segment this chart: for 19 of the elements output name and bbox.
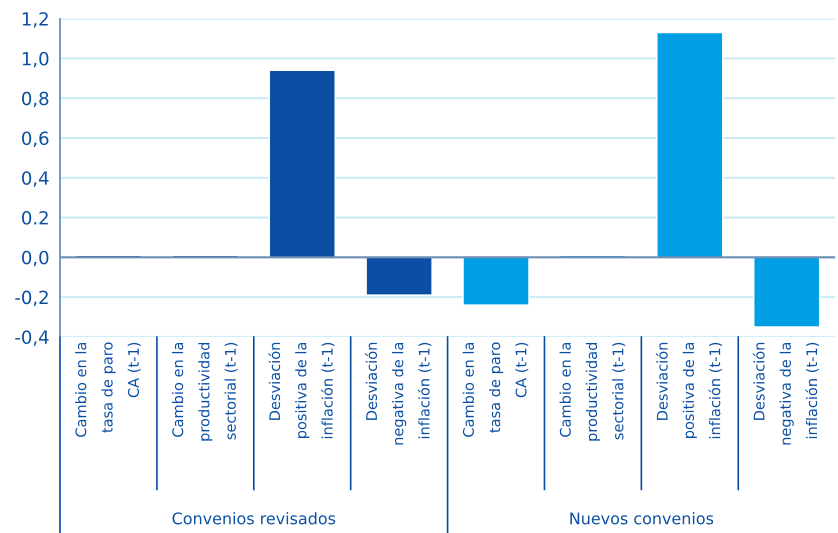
x-tick-label: Cambio en la productividad sectorial (t-1) (560, 342, 626, 441)
x-tick-label: Desviación positiva de la inflación (t-1) (656, 342, 722, 438)
y-tick-label: 1,2 (22, 12, 48, 28)
y-tick-label: 1,0 (22, 52, 48, 68)
x-tick-label: Desviación negativa de la inflación (t-1) (752, 342, 819, 445)
x-tick-label: Cambio en la tasa de paro CA (t-1) (462, 342, 528, 437)
text: Convenios revisados (172, 512, 336, 524)
y-tick-label: 0,6 (22, 131, 48, 147)
x-tick-label: Desviación negativa de la inflación (t-1) (365, 342, 432, 445)
x-tick-label: Cambio en la tasa de paro CA (t-1) (75, 342, 141, 437)
x-tick-label: Cambio en la productividad sectorial (t-1) (172, 342, 238, 441)
y-tick-label: -0,2 (15, 290, 48, 306)
y-tick-label: 0.2 (22, 210, 48, 225)
y-tick-label: -0,4 (15, 330, 49, 346)
y-tick-label: 0,4 (22, 171, 49, 187)
y-tick-label: 0,0 (22, 250, 48, 266)
x-tick-label: Desviación positiva de la inflación (t-1) (268, 342, 334, 438)
y-tick-label: 0,8 (22, 92, 48, 108)
text: Nuevos convenios (570, 512, 714, 524)
